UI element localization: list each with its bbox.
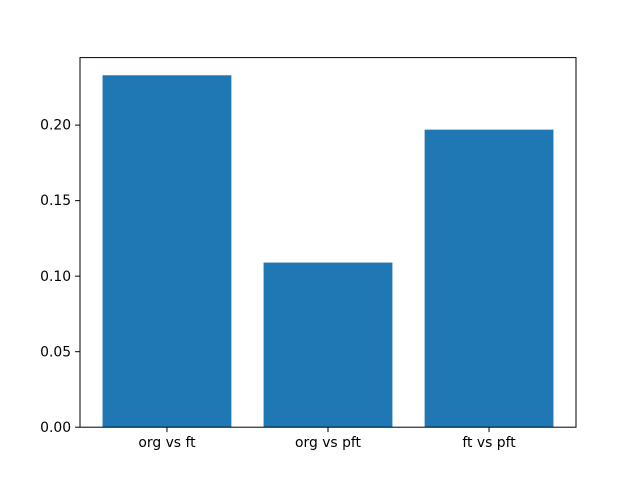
bar-ft-vs-pft <box>424 129 554 428</box>
bar-org-vs-ft <box>102 75 232 428</box>
x-tick-label-org-vs-pft: org vs pft <box>295 435 362 451</box>
y-tick-label: 0.00 <box>40 420 71 436</box>
y-tick-label: 0.20 <box>40 118 71 134</box>
x-tick-label-ft-vs-pft: ft vs pft <box>462 435 516 451</box>
bar-org-vs-pft <box>263 262 393 428</box>
y-tick-label: 0.10 <box>40 269 71 285</box>
axes-frame <box>79 57 577 428</box>
y-tick-label: 0.15 <box>40 193 71 209</box>
y-tick-label: 0.05 <box>40 344 71 360</box>
x-tick-label-org-vs-ft: org vs ft <box>138 435 196 451</box>
